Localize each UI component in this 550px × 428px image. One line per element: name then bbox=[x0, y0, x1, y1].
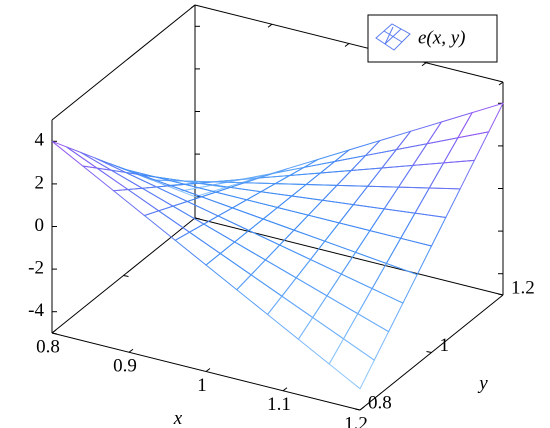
surface-cell bbox=[312, 295, 359, 340]
z-tick-label: -4 bbox=[28, 300, 44, 321]
x-tick-label: 0.9 bbox=[113, 356, 137, 377]
tick-mark bbox=[426, 351, 432, 353]
surface-cell bbox=[354, 230, 402, 265]
surface-cell bbox=[338, 204, 386, 232]
surface-cell bbox=[297, 316, 345, 365]
surface-cell bbox=[245, 191, 294, 209]
x-axis-label: x bbox=[173, 408, 183, 428]
surface-cell bbox=[334, 139, 382, 162]
axis-box-edge bbox=[194, 217, 504, 296]
x-tick-label: 0.8 bbox=[36, 336, 60, 357]
tick-mark bbox=[344, 43, 350, 47]
surface-cell bbox=[342, 313, 390, 361]
y-tick-label: 1 bbox=[440, 335, 450, 356]
surface-cell bbox=[395, 121, 443, 151]
legend: e(x, y) bbox=[367, 14, 498, 63]
surface-cell bbox=[385, 237, 433, 276]
x-tick-label: 1.2 bbox=[344, 413, 368, 428]
surface-cell bbox=[426, 111, 474, 145]
tick-mark bbox=[497, 293, 504, 296]
surface-cell bbox=[262, 206, 310, 231]
surface-cell bbox=[323, 222, 371, 253]
tick-mark bbox=[354, 408, 361, 411]
surface-cell bbox=[231, 199, 279, 220]
surface-cell bbox=[295, 258, 343, 297]
surface-cell bbox=[250, 259, 297, 297]
tick-mark bbox=[51, 332, 58, 335]
surface-cell bbox=[281, 277, 328, 319]
surface-cell bbox=[293, 214, 340, 242]
surface-cell bbox=[303, 149, 350, 168]
surface-cell bbox=[456, 102, 504, 139]
tick-mark bbox=[421, 62, 427, 67]
axis-box-edge bbox=[51, 4, 196, 121]
surface-cell bbox=[357, 287, 404, 333]
x-tick-label: 1.1 bbox=[267, 394, 291, 415]
tick-mark bbox=[282, 387, 288, 392]
z-tick-label: 0 bbox=[35, 215, 45, 236]
surface-cell bbox=[414, 187, 461, 219]
surface-cell bbox=[214, 186, 263, 201]
tick-mark bbox=[498, 81, 504, 86]
tick-mark bbox=[123, 275, 129, 277]
z-tick-label: -2 bbox=[28, 257, 44, 278]
legend-label: e(x, y) bbox=[418, 27, 465, 48]
y-tick-label: 0.8 bbox=[368, 392, 392, 413]
surface-cell bbox=[326, 273, 373, 315]
surface-cell bbox=[428, 159, 476, 190]
surface-cell bbox=[266, 295, 314, 340]
surface-cell bbox=[309, 240, 357, 275]
tick-mark bbox=[128, 348, 134, 353]
tick-mark bbox=[205, 368, 211, 372]
surface-cell bbox=[318, 154, 367, 174]
x-tick-label: 1 bbox=[197, 375, 207, 396]
y-axis-label: y bbox=[477, 373, 488, 394]
tick-mark bbox=[359, 406, 365, 411]
surface-cell bbox=[399, 212, 447, 247]
surface-cell bbox=[328, 338, 375, 390]
y-tick-label: 1.2 bbox=[511, 277, 535, 298]
surface-cell bbox=[369, 208, 416, 239]
tick-mark bbox=[267, 23, 273, 28]
legend-icon bbox=[375, 23, 411, 51]
z-tick-label: 4 bbox=[35, 130, 45, 151]
surface-cell bbox=[51, 140, 98, 169]
tick-mark bbox=[194, 217, 201, 220]
surface-cell bbox=[371, 262, 418, 304]
tick-mark bbox=[190, 4, 196, 9]
surface-cell bbox=[340, 251, 388, 290]
legend-box bbox=[367, 14, 498, 63]
surface-cell bbox=[264, 244, 312, 279]
z-tick-label: 2 bbox=[35, 172, 45, 193]
tick-mark bbox=[51, 329, 57, 334]
